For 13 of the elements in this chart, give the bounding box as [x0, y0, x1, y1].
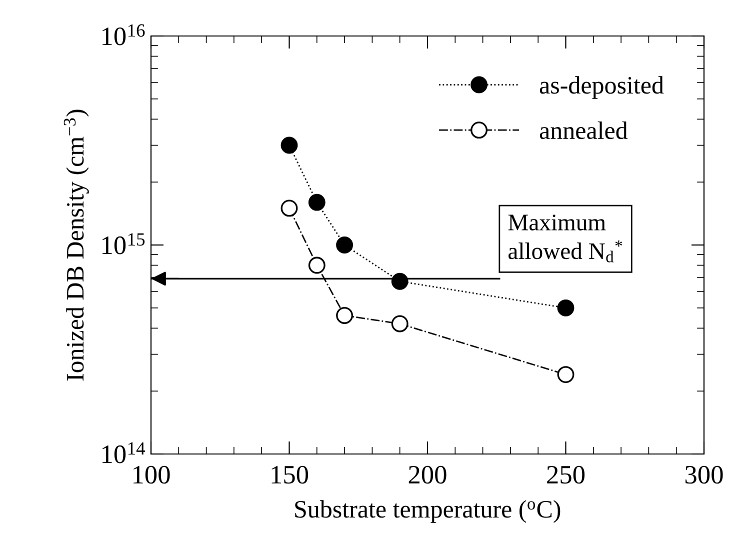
y-tick-label: 10$^{14}$ [102, 442, 146, 464]
x-tick-label: 200 [408, 466, 446, 484]
x-tick-label: 300 [685, 466, 723, 484]
legend-label: as-deposited [540, 76, 664, 99]
x-tick-label: 100 [134, 466, 170, 484]
x-axis-title: Substrate temperature ($^{o}$C) [295, 500, 560, 523]
legend-label: annealed [540, 121, 628, 140]
y-axis-title: Ionized DB Density (cm$^{−3}$) [64, 110, 89, 381]
x-tick-label: 150 [272, 466, 308, 484]
y-tick-label: 10$^{16}$ [102, 24, 145, 46]
x-tick-label: 250 [547, 466, 585, 484]
y-tick-label: 10$^{15}$ [102, 233, 145, 254]
ref-line-label: Maximum allowed N$_{d}$$^{*}$ [508, 214, 622, 262]
